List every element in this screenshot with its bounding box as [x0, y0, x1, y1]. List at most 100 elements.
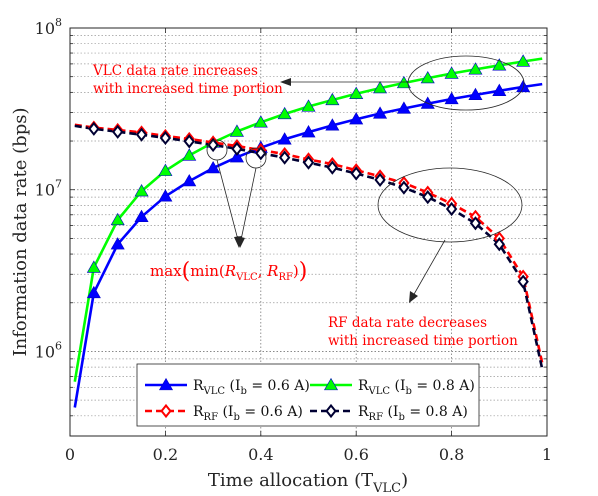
rf-arrowhead — [409, 291, 418, 303]
series-1-point — [444, 66, 459, 79]
legend-marker-0 — [158, 377, 174, 391]
series-1-point — [253, 115, 268, 128]
vlc-ellipse — [407, 55, 525, 111]
max-label: max — [150, 262, 182, 280]
legend-label-3: RRF (Ib = 0.8 A) — [358, 404, 468, 423]
series-1-point — [110, 212, 125, 226]
series-0-point — [277, 132, 292, 145]
x-tick-label: 0.6 — [343, 445, 368, 464]
y-tick-label: 106 — [35, 339, 62, 361]
series-1-point — [277, 106, 292, 120]
series-3-point — [231, 141, 243, 156]
x-axis-label: Time allocation (TVLC) — [208, 470, 408, 496]
x-tick-label: 0.2 — [153, 445, 178, 464]
series-1-point — [134, 184, 149, 197]
x-axis-label-sub: VLC — [372, 481, 401, 496]
series-3-point — [326, 160, 339, 175]
series-1-point — [86, 260, 101, 273]
series-0-point — [229, 150, 244, 163]
series-0-point — [468, 87, 483, 101]
y-tick-label: 108 — [35, 16, 62, 38]
series-0-point — [86, 285, 101, 299]
legend: RVLC (Ib = 0.6 A) RVLC (Ib = 0.8 A) RRF (I… — [136, 363, 480, 427]
legend-marker-1 — [323, 377, 339, 391]
series-0-point — [325, 118, 340, 131]
vlc-arrowhead — [280, 78, 291, 86]
legend-box — [136, 363, 480, 427]
series-3-point — [135, 127, 148, 142]
formula-comma: , — [258, 262, 263, 280]
series-1-point — [516, 54, 531, 67]
series-1-point — [325, 92, 340, 106]
rf-annotation-line1: RF data rate decreases — [328, 315, 487, 331]
series-0-point — [516, 79, 531, 93]
x-axis-label-end: ) — [401, 470, 408, 491]
series-0-point — [396, 101, 411, 114]
series-3-point — [517, 274, 529, 289]
series-3-point — [422, 190, 434, 205]
series-3-point — [159, 130, 172, 146]
series-0-point — [349, 112, 364, 125]
series-3-point — [350, 166, 362, 181]
series-3-point — [445, 201, 458, 217]
x-tick-label: 0 — [65, 445, 75, 464]
y-axis-label: Information data rate (bps) — [10, 108, 31, 357]
series-0-point — [206, 161, 221, 174]
series-3-point — [374, 172, 386, 188]
series-1-point — [373, 80, 388, 94]
x-tick-label: 0.8 — [439, 445, 464, 464]
series-1-point — [229, 124, 244, 137]
legend-marker-3 — [325, 403, 337, 419]
series-0-point — [110, 237, 125, 250]
series-3-point — [398, 180, 410, 195]
series-0-point — [444, 91, 459, 105]
series-1-point — [182, 148, 197, 161]
series-0-point — [373, 106, 388, 119]
legend-marker-2 — [160, 403, 172, 419]
series-0-point — [134, 209, 149, 222]
series-1-point — [420, 70, 435, 84]
series-0-point — [182, 174, 197, 187]
y-tick-label: 107 — [35, 178, 62, 200]
x-tick-label: 1 — [542, 445, 552, 464]
tick-labels: 0 0.2 0.4 0.6 0.8 1 106 107 108 — [35, 16, 552, 464]
formula-r-rf-sub: RF — [278, 272, 293, 283]
series-1-point — [468, 62, 483, 75]
series-3-point — [112, 124, 124, 139]
series-1-point — [492, 58, 507, 71]
legend-label-1: RVLC (Ib = 0.8 A) — [358, 378, 475, 397]
max-min-formula: max(min(RVLC, RRF)) — [150, 259, 307, 284]
vlc-annotation-line1: VLC data rate increases — [92, 63, 258, 79]
series-1-point — [301, 99, 316, 112]
series-1-point — [158, 163, 173, 176]
series-0-point — [158, 189, 173, 202]
plot-frame — [69, 27, 548, 437]
series-3-point — [183, 134, 195, 149]
series-0-point — [492, 83, 507, 96]
max-arrowhead-2 — [237, 236, 245, 248]
max-arrow-1 — [216, 159, 239, 241]
legend-label-0: RVLC (Ib = 0.6 A) — [193, 378, 310, 397]
series-1-point — [349, 86, 364, 99]
x-axis-label-main: Time allocation (T — [208, 470, 373, 491]
series-3-point — [302, 155, 315, 170]
formula-r-vlc: R — [224, 262, 236, 280]
formula-r-rf: R — [266, 262, 278, 280]
series-3-point — [469, 216, 482, 231]
vlc-annotation-line2: with increased time portion — [93, 81, 283, 97]
series-3-point — [493, 237, 505, 252]
formula-r-vlc-sub: VLC — [235, 272, 258, 283]
series-0-point — [301, 125, 316, 138]
x-tick-label: 0.4 — [248, 445, 273, 464]
series-0-point — [420, 96, 435, 109]
annotations: VLC data rate increases with increased t… — [92, 55, 525, 349]
min-label: min — [190, 262, 219, 280]
legend-label-2: RRF (Ib = 0.6 A) — [193, 404, 303, 423]
rf-arrow — [412, 239, 446, 297]
series-3-point — [278, 150, 291, 165]
ticks — [69, 28, 548, 437]
series-markers — [86, 54, 531, 299]
max-arrow-2 — [240, 167, 257, 241]
rf-annotation-line2: with increased time portion — [328, 333, 518, 349]
